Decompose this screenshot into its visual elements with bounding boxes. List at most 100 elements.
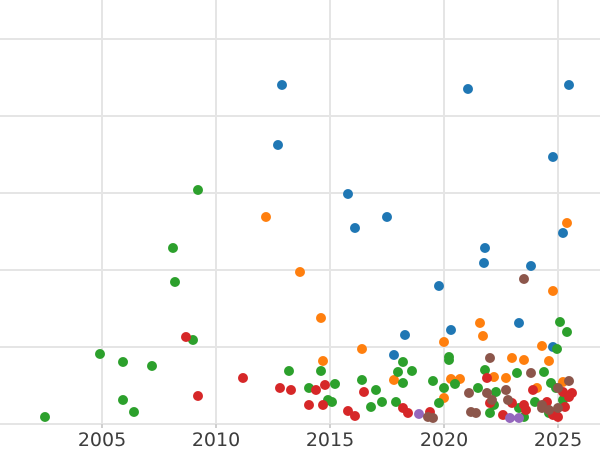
data-point-orange <box>454 374 465 385</box>
data-point-red <box>564 392 575 403</box>
data-point-green <box>450 378 461 389</box>
data-point-green <box>491 386 502 397</box>
data-point-red <box>274 382 285 393</box>
data-point-red <box>521 405 532 416</box>
data-point-green <box>169 277 180 288</box>
data-point-orange <box>489 372 500 383</box>
data-point-red <box>343 405 354 416</box>
data-point-brown <box>553 382 563 393</box>
data-point-orange <box>537 341 548 352</box>
data-point-orange <box>475 318 486 329</box>
data-point-green <box>315 365 326 376</box>
x-tick-mark <box>215 424 217 428</box>
data-point-orange <box>388 375 399 386</box>
data-point-orange <box>356 344 367 355</box>
data-point-orange <box>318 355 329 366</box>
data-point-blue <box>480 242 491 253</box>
data-point-brown <box>470 408 481 419</box>
y-gridline <box>0 192 600 194</box>
x-tick-label: 2005 <box>77 429 127 450</box>
data-point-blue <box>478 258 489 269</box>
data-point-blue <box>272 140 283 151</box>
data-point-green <box>283 365 294 376</box>
x-tick-label: 2015 <box>305 429 355 450</box>
data-point-green <box>439 382 449 393</box>
data-point-green <box>117 356 128 367</box>
data-point-brown <box>537 402 548 413</box>
data-point-green <box>147 361 158 372</box>
data-point-blue <box>445 325 456 336</box>
data-point-red <box>425 406 436 417</box>
data-point-green <box>552 344 563 355</box>
data-point-green <box>407 365 418 376</box>
y-gridline <box>0 38 600 40</box>
data-point-green <box>473 382 484 393</box>
data-point-red <box>192 391 203 402</box>
data-point-brown <box>464 388 475 399</box>
data-point-orange <box>477 331 488 342</box>
data-point-green <box>128 406 139 417</box>
data-point-green <box>539 366 550 377</box>
data-point-green <box>546 378 557 389</box>
data-point-green <box>356 375 367 386</box>
data-point-red <box>397 402 408 413</box>
data-point-orange <box>507 352 518 363</box>
data-point-green <box>188 335 199 346</box>
data-point-blue <box>548 151 559 162</box>
data-point-green <box>484 408 495 419</box>
data-point-green <box>555 317 566 328</box>
data-point-green <box>480 365 491 376</box>
x-gridline <box>215 0 217 424</box>
data-point-red <box>498 409 509 420</box>
data-point-red <box>311 385 322 396</box>
data-point-orange <box>518 355 529 366</box>
data-point-red <box>181 331 192 342</box>
data-point-green <box>327 396 338 407</box>
data-point-brown <box>525 368 536 379</box>
data-point-green <box>366 402 377 413</box>
data-point-green <box>434 398 445 409</box>
data-point-blue <box>462 84 473 95</box>
x-tick-mark <box>443 424 445 428</box>
data-point-red <box>304 399 315 410</box>
data-point-green <box>370 385 381 396</box>
x-tick-label: 2020 <box>419 429 469 450</box>
x-tick-label: 2010 <box>191 429 241 450</box>
data-point-brown <box>518 274 529 285</box>
data-point-purple <box>514 412 525 423</box>
data-point-red <box>350 411 361 422</box>
data-point-red <box>359 386 370 397</box>
data-point-blue <box>388 349 399 360</box>
y-gridline <box>0 115 600 117</box>
data-point-purple <box>413 408 424 419</box>
data-point-green <box>427 375 438 386</box>
x-gridline <box>557 0 559 424</box>
data-point-red <box>286 385 297 396</box>
data-point-red <box>541 396 552 407</box>
data-point-green <box>530 396 541 407</box>
data-point-orange <box>295 267 306 278</box>
data-point-blue <box>557 228 568 239</box>
data-point-green <box>443 355 454 366</box>
data-point-red <box>320 379 331 390</box>
data-point-orange <box>500 372 511 383</box>
data-point-green <box>94 348 105 359</box>
data-point-red <box>557 386 568 397</box>
data-point-green <box>329 378 340 389</box>
data-point-green <box>393 366 404 377</box>
data-point-red <box>559 402 570 413</box>
data-point-green <box>397 378 408 389</box>
data-point-blue <box>400 329 411 340</box>
data-point-red <box>482 372 493 383</box>
data-point-brown <box>564 375 575 386</box>
x-tick-label: 2025 <box>533 429 583 450</box>
data-point-blue <box>343 188 354 199</box>
data-point-blue <box>525 261 536 272</box>
data-point-green <box>397 356 408 367</box>
data-point-orange <box>557 376 568 387</box>
y-gridline <box>0 346 600 348</box>
x-tick-mark <box>101 424 103 428</box>
data-point-brown <box>482 388 493 399</box>
data-point-blue <box>382 211 392 222</box>
